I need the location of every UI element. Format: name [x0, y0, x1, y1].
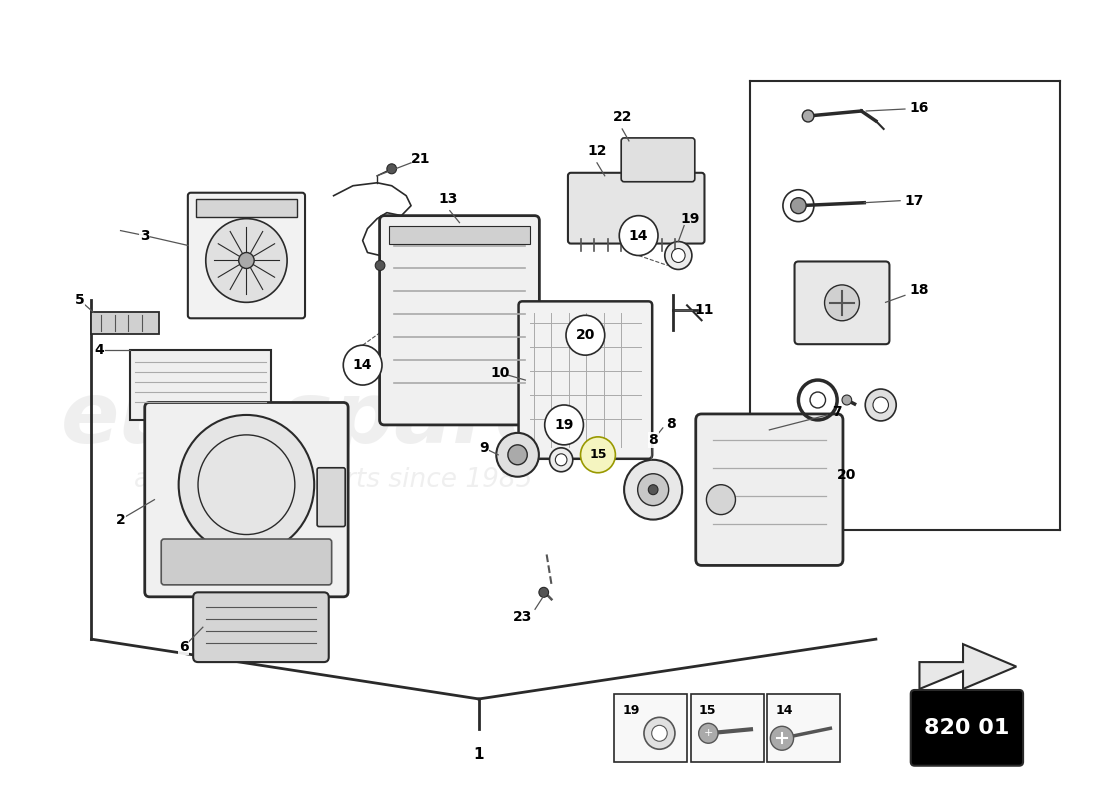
Bar: [768, 694, 840, 762]
Circle shape: [343, 345, 382, 385]
Text: 15: 15: [590, 448, 607, 462]
Text: +: +: [704, 728, 713, 738]
Circle shape: [825, 285, 859, 321]
Text: 19: 19: [623, 704, 639, 717]
Text: 20: 20: [837, 468, 857, 482]
Text: 1: 1: [474, 746, 484, 762]
Circle shape: [556, 454, 566, 466]
Polygon shape: [920, 644, 1016, 689]
FancyBboxPatch shape: [911, 690, 1023, 766]
Circle shape: [550, 448, 573, 472]
Text: 14: 14: [629, 229, 648, 242]
Text: 6: 6: [178, 640, 188, 654]
FancyBboxPatch shape: [568, 173, 704, 243]
Text: 19: 19: [554, 418, 574, 432]
Circle shape: [672, 249, 685, 262]
Circle shape: [206, 218, 287, 302]
Text: 14: 14: [353, 358, 373, 372]
Text: 18: 18: [910, 283, 930, 298]
Circle shape: [619, 216, 658, 255]
Text: 21: 21: [411, 152, 430, 166]
Text: 23: 23: [513, 610, 532, 624]
Circle shape: [624, 460, 682, 519]
Circle shape: [638, 474, 669, 506]
Circle shape: [544, 405, 583, 445]
Text: eurospares: eurospares: [62, 378, 606, 462]
Text: 8: 8: [648, 433, 658, 447]
FancyBboxPatch shape: [794, 262, 890, 344]
Circle shape: [770, 726, 793, 750]
Text: 2: 2: [116, 513, 125, 526]
Text: 8: 8: [666, 417, 675, 431]
Bar: [389, 226, 530, 243]
Text: 9: 9: [478, 441, 488, 455]
Bar: [691, 694, 763, 762]
Bar: [130, 350, 271, 420]
Text: 13: 13: [438, 192, 458, 206]
Circle shape: [387, 164, 396, 174]
Text: 3: 3: [140, 229, 150, 242]
Circle shape: [842, 395, 851, 405]
Circle shape: [581, 437, 615, 473]
Circle shape: [664, 242, 692, 270]
FancyBboxPatch shape: [317, 468, 345, 526]
Text: 22: 22: [613, 110, 631, 124]
Circle shape: [866, 389, 896, 421]
Circle shape: [539, 587, 549, 598]
Text: 10: 10: [491, 366, 509, 380]
Bar: [615, 694, 688, 762]
Text: 14: 14: [776, 704, 793, 717]
Text: 5: 5: [75, 294, 85, 307]
Bar: [91, 312, 160, 334]
Text: 11: 11: [695, 303, 714, 318]
FancyBboxPatch shape: [194, 592, 329, 662]
Text: 19: 19: [680, 212, 700, 226]
Circle shape: [496, 433, 539, 477]
FancyBboxPatch shape: [518, 302, 652, 458]
Text: 20: 20: [575, 328, 595, 342]
Text: 4: 4: [95, 343, 104, 357]
Text: 17: 17: [905, 194, 924, 208]
Circle shape: [706, 485, 736, 514]
Circle shape: [508, 445, 527, 465]
Text: 16: 16: [910, 101, 930, 115]
Text: 12: 12: [587, 144, 607, 158]
Circle shape: [648, 485, 658, 494]
Bar: [196, 198, 297, 217]
FancyBboxPatch shape: [696, 414, 843, 566]
FancyBboxPatch shape: [145, 402, 348, 597]
FancyBboxPatch shape: [379, 216, 539, 425]
FancyBboxPatch shape: [162, 539, 332, 585]
Circle shape: [566, 315, 605, 355]
Circle shape: [375, 261, 385, 270]
Text: 820 01: 820 01: [924, 718, 1010, 738]
Text: 15: 15: [698, 704, 716, 717]
Circle shape: [239, 253, 254, 269]
Circle shape: [651, 726, 668, 742]
FancyBboxPatch shape: [188, 193, 305, 318]
Circle shape: [873, 397, 889, 413]
Circle shape: [178, 415, 315, 554]
Circle shape: [698, 723, 718, 743]
Circle shape: [791, 198, 806, 214]
Circle shape: [644, 718, 675, 750]
Text: a passion for parts since 1985: a passion for parts since 1985: [134, 466, 532, 493]
Text: 7: 7: [833, 405, 842, 419]
Circle shape: [802, 110, 814, 122]
FancyBboxPatch shape: [621, 138, 695, 182]
